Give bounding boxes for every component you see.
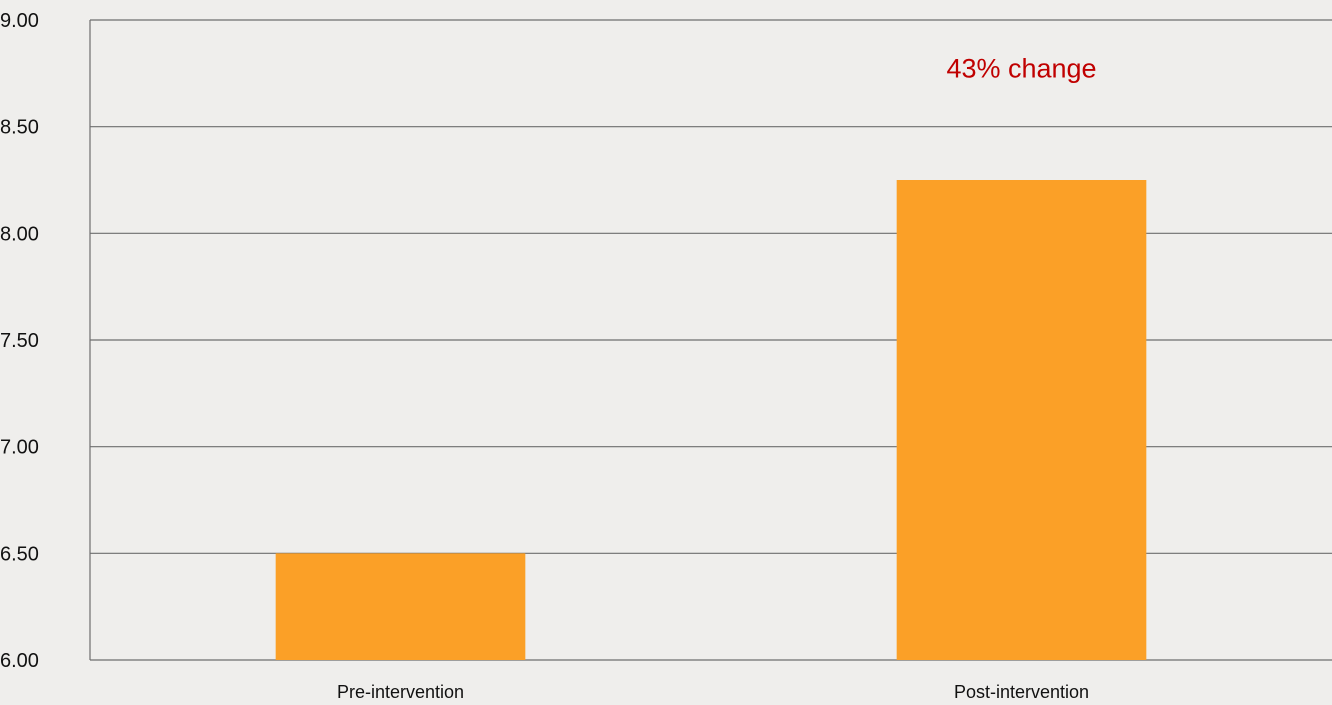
bar-post-intervention bbox=[896, 180, 1147, 660]
y-tick-label: 7.00 bbox=[0, 437, 39, 459]
y-tick-label: 8.50 bbox=[0, 117, 39, 139]
y-tick-label: 9.00 bbox=[0, 10, 39, 32]
y-axis-tick-labels: 6.00 6.50 7.00 7.50 8.00 8.50 9.00 bbox=[0, 10, 39, 672]
y-tick-label: 6.50 bbox=[0, 543, 39, 565]
x-category-label: Post-intervention bbox=[954, 682, 1089, 702]
y-tick-label: 8.00 bbox=[0, 223, 39, 245]
y-tick-label: 7.50 bbox=[0, 330, 39, 352]
y-tick-label: 6.00 bbox=[0, 650, 39, 672]
bar-pre-intervention bbox=[275, 553, 526, 660]
bars bbox=[275, 180, 1147, 660]
x-axis-category-labels: Pre-intervention Post-intervention bbox=[337, 682, 1089, 702]
change-annotation: 43% change bbox=[946, 54, 1096, 84]
x-category-label: Pre-intervention bbox=[337, 682, 464, 702]
